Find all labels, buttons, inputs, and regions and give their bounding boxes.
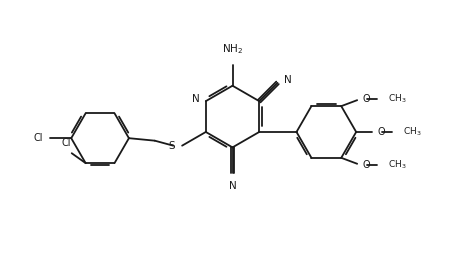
Text: CH$_3$: CH$_3$ <box>388 158 407 171</box>
Text: O: O <box>362 160 370 170</box>
Text: N: N <box>284 75 292 85</box>
Text: Cl: Cl <box>34 133 44 143</box>
Text: CH$_3$: CH$_3$ <box>388 93 407 105</box>
Text: S: S <box>168 141 175 151</box>
Text: N: N <box>191 94 199 104</box>
Text: NH$_2$: NH$_2$ <box>222 43 243 56</box>
Text: Cl: Cl <box>61 138 71 148</box>
Text: N: N <box>229 181 236 191</box>
Text: O: O <box>362 94 370 104</box>
Text: CH$_3$: CH$_3$ <box>403 126 422 138</box>
Text: O: O <box>377 127 385 137</box>
